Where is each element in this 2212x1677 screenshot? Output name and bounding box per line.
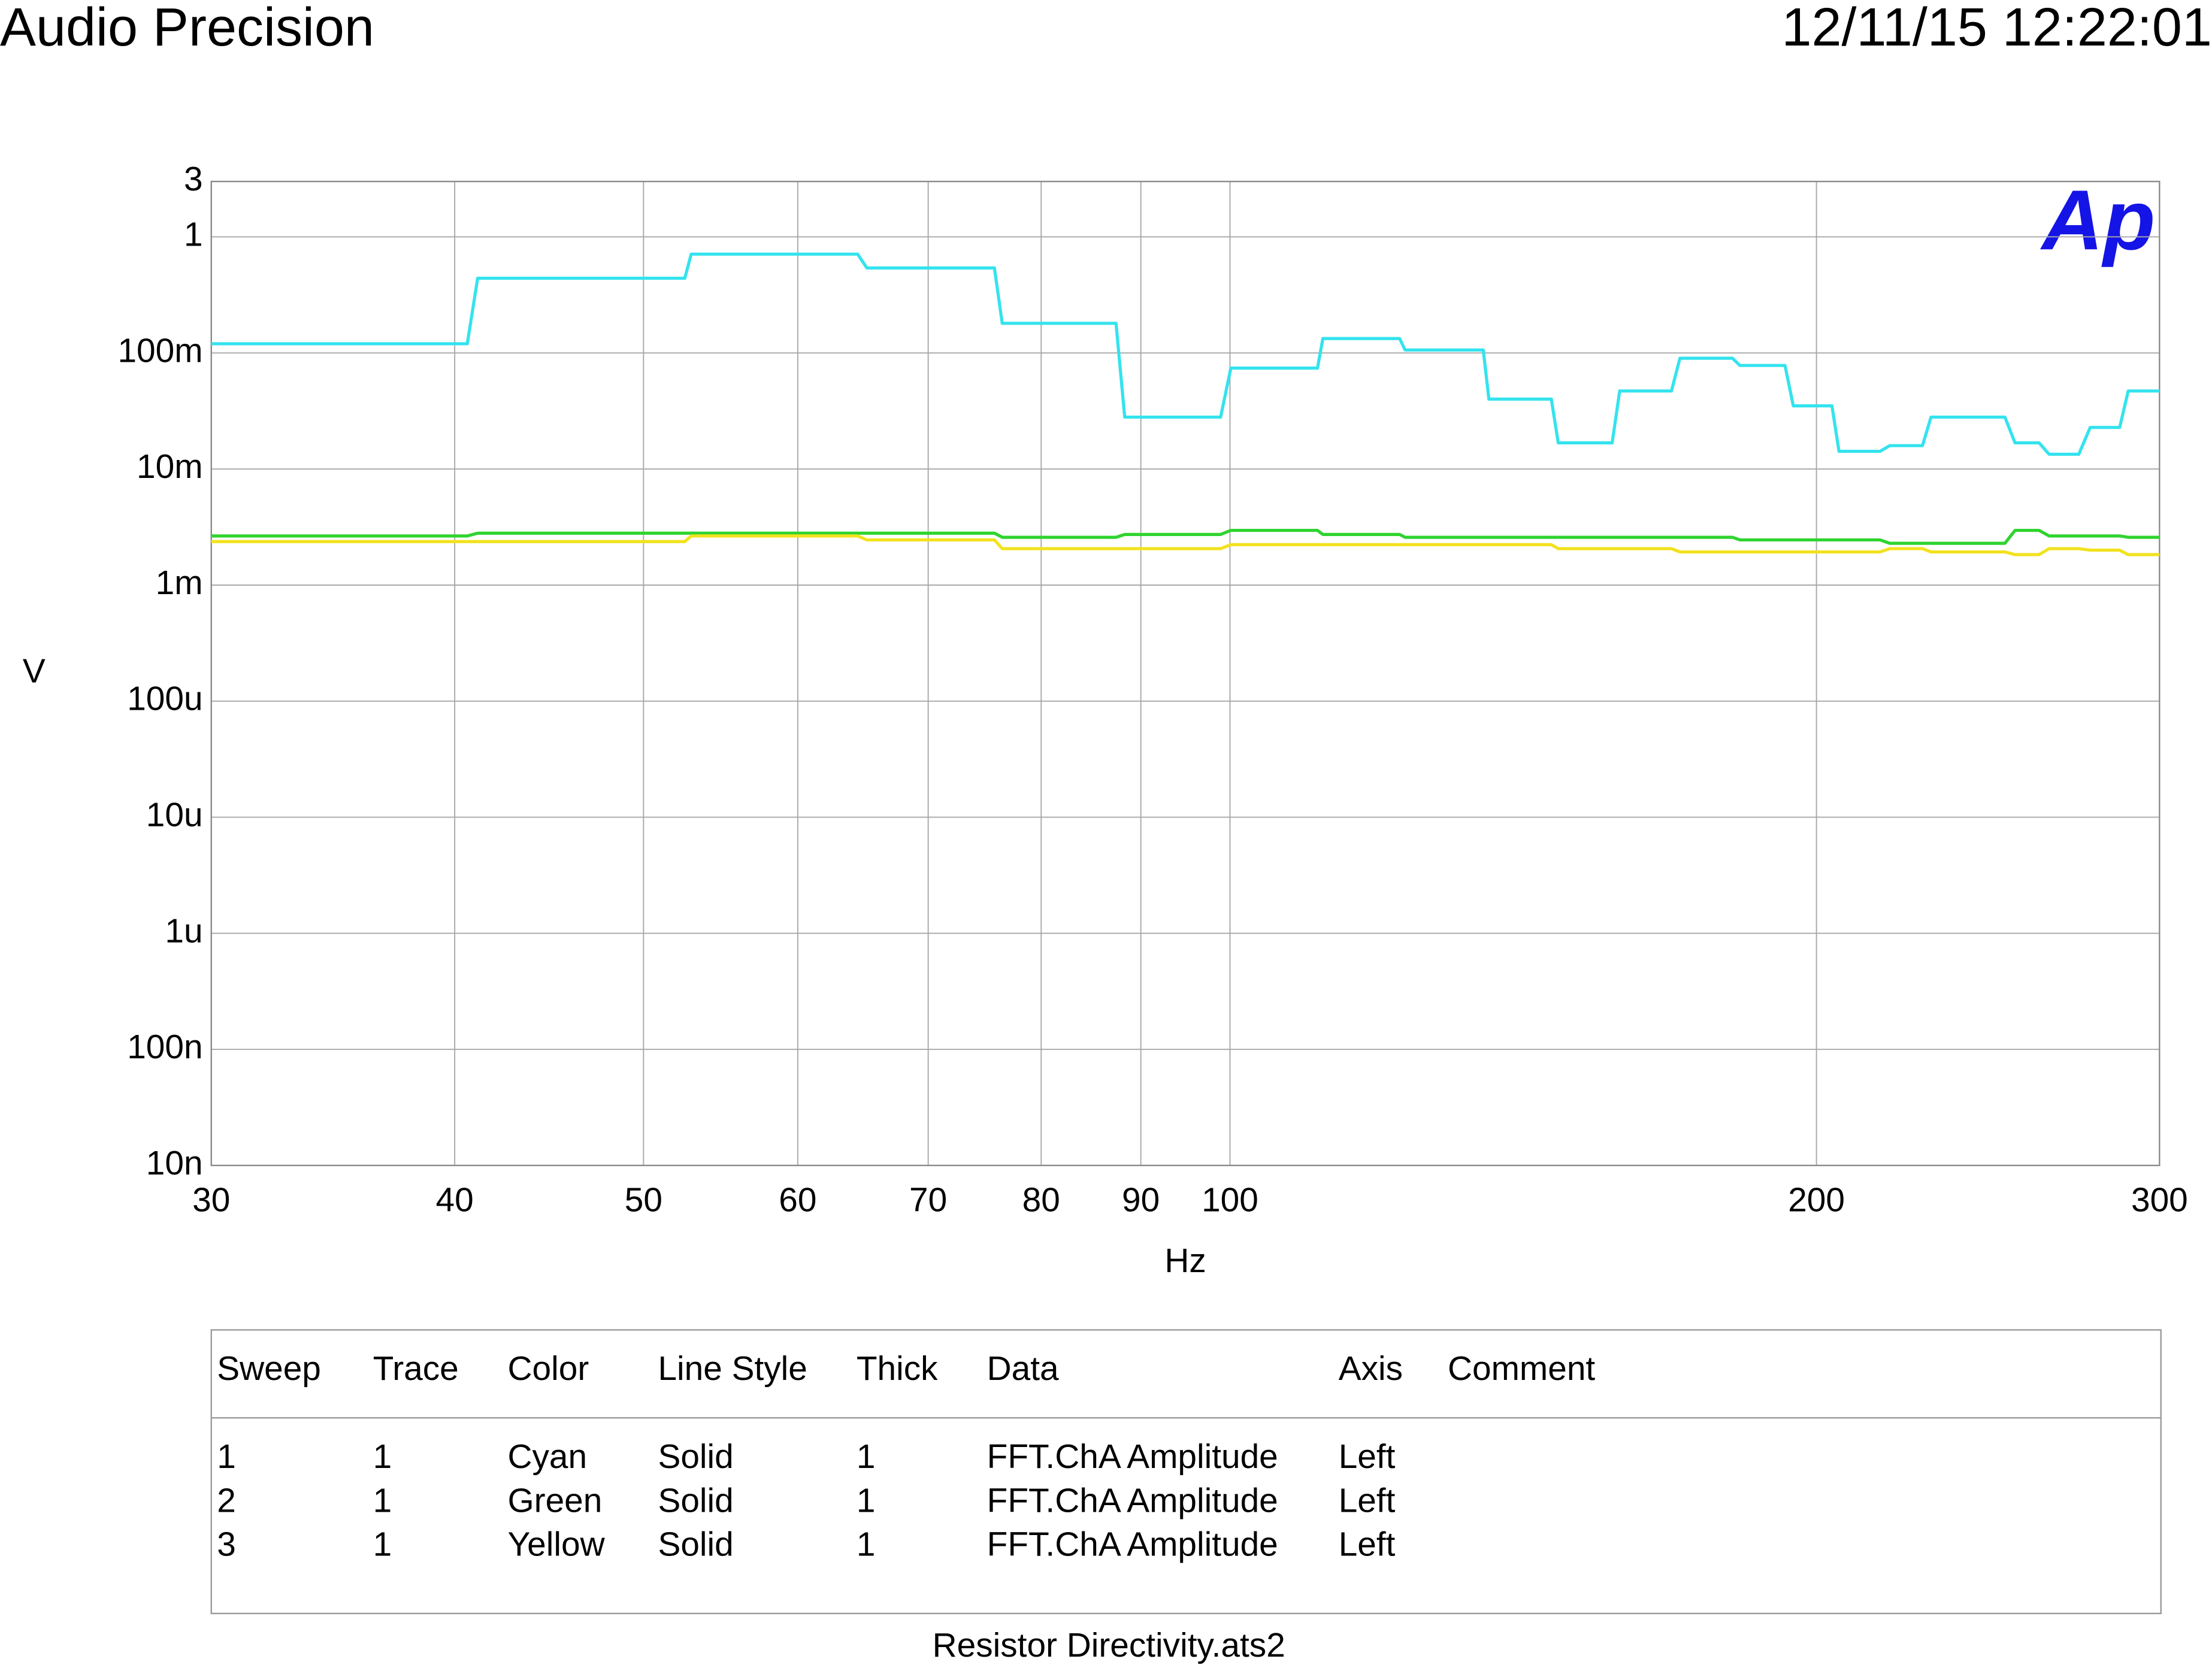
table-cell: 1 bbox=[217, 1438, 236, 1476]
table-cell: Left bbox=[1339, 1526, 1396, 1564]
table-cell: FFT.ChA Amplitude bbox=[987, 1482, 1278, 1519]
y-tick-label: 3 bbox=[184, 161, 203, 198]
x-tick-label: 100 bbox=[1202, 1181, 1258, 1219]
table-cell: 2 bbox=[217, 1482, 236, 1519]
timestamp: 12/11/15 12:22:01 bbox=[1781, 0, 2211, 57]
table-cell: Solid bbox=[658, 1526, 733, 1564]
y-tick-label: 100m bbox=[117, 332, 202, 370]
x-tick-label: 90 bbox=[1122, 1181, 1160, 1219]
table-header: Color bbox=[508, 1350, 589, 1388]
table-header: Trace bbox=[373, 1350, 459, 1388]
data-line bbox=[211, 252, 2160, 456]
table-header: Comment bbox=[1448, 1350, 1595, 1388]
table-cell: Solid bbox=[658, 1482, 733, 1519]
y-tick-label: 100u bbox=[127, 680, 202, 718]
y-tick-label: 10u bbox=[146, 796, 203, 834]
table-cell: 1 bbox=[373, 1526, 392, 1564]
table-cell: FFT.ChA Amplitude bbox=[987, 1526, 1278, 1564]
x-tick-label: 80 bbox=[1022, 1181, 1060, 1219]
plot-frame bbox=[210, 180, 2160, 1167]
table-cell: 1 bbox=[373, 1482, 392, 1519]
x-tick-label: 200 bbox=[1788, 1181, 1845, 1219]
table-cell: 3 bbox=[217, 1526, 236, 1564]
x-tick-label: 40 bbox=[436, 1181, 474, 1219]
table-header: Line Style bbox=[658, 1350, 807, 1388]
x-axis-label: Hz bbox=[1164, 1242, 1206, 1280]
y-tick-label: 1 bbox=[184, 216, 203, 253]
x-tick-label: 300 bbox=[2131, 1181, 2188, 1219]
y-tick-label: 10n bbox=[146, 1145, 203, 1182]
table-cell: Solid bbox=[658, 1438, 733, 1476]
table-cell: Green bbox=[508, 1482, 603, 1519]
table-cell: Yellow bbox=[508, 1526, 606, 1564]
y-axis-label: V bbox=[23, 652, 46, 690]
data-line bbox=[211, 534, 2160, 556]
table-header: Axis bbox=[1339, 1350, 1403, 1388]
footer: Resistor Directivity.ats2 bbox=[933, 1627, 1285, 1664]
x-tick-label: 30 bbox=[192, 1181, 230, 1219]
y-tick-label: 1u bbox=[165, 912, 202, 950]
table-cell: 1 bbox=[857, 1438, 876, 1476]
table-cell: FFT.ChA Amplitude bbox=[987, 1438, 1278, 1476]
table-header: Sweep bbox=[217, 1350, 321, 1388]
table-cell: Left bbox=[1339, 1438, 1396, 1476]
table-frame bbox=[210, 1329, 2162, 1615]
x-tick-label: 70 bbox=[909, 1181, 947, 1219]
table-cell: 1 bbox=[857, 1526, 876, 1564]
logo: Ap bbox=[2040, 172, 2155, 268]
y-tick-label: 100n bbox=[127, 1028, 202, 1066]
header-title: Audio Precision bbox=[0, 0, 374, 57]
table-cell: Cyan bbox=[508, 1438, 588, 1476]
legend-table: Sweep Trace Color Line Style Thick Data Axis Co… bbox=[210, 1329, 2162, 1615]
x-tick-label: 60 bbox=[779, 1181, 816, 1219]
table-header: Thick bbox=[857, 1350, 938, 1388]
table-cell: Left bbox=[1339, 1482, 1396, 1519]
x-tick-label: 50 bbox=[625, 1181, 662, 1219]
y-tick-label: 10m bbox=[137, 448, 202, 486]
y-tick-label: 1m bbox=[156, 564, 203, 602]
data-line bbox=[211, 528, 2160, 545]
table-cell: 1 bbox=[857, 1482, 876, 1519]
table-cell: 1 bbox=[373, 1438, 392, 1476]
table-header: Data bbox=[987, 1350, 1059, 1388]
